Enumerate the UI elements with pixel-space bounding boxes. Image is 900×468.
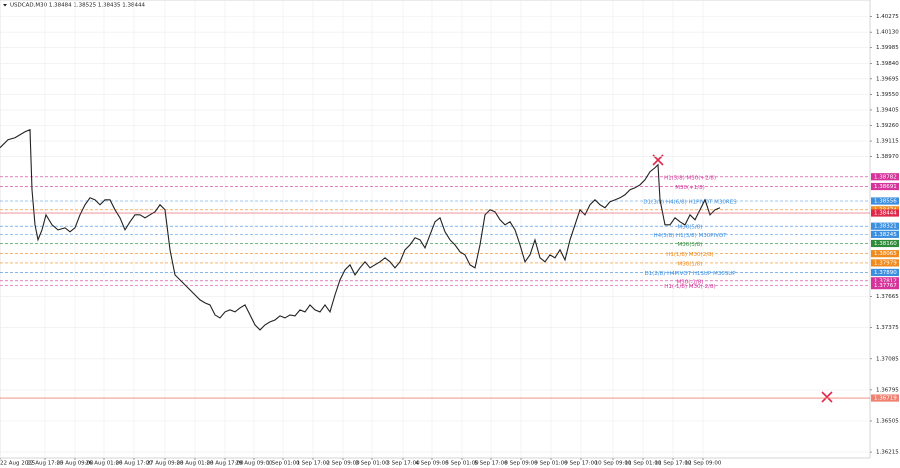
x-tick-label: 3 Sep 17:00 — [386, 461, 420, 467]
price-line — [0, 128, 721, 331]
level-name: H1(5/8) M30(+2/8) — [664, 175, 716, 181]
level-price-label: 1.38556 — [874, 199, 897, 205]
x-tick-label: 1 Sep 01:00 — [266, 461, 300, 467]
level-price-label: 1.38065 — [874, 251, 897, 257]
level-price-label: 1.37890 — [874, 270, 897, 276]
y-tick-label: 1.40130 — [876, 30, 899, 36]
level-price-box — [871, 268, 899, 277]
y-tick-label: 1.39405 — [876, 107, 899, 113]
level-price-label: 1.37979 — [874, 260, 897, 266]
level-price-box — [871, 277, 899, 285]
level-price-label: 1.38782 — [874, 174, 897, 180]
x-tick-label: 5 Sep 01:00 — [445, 461, 479, 467]
alert-price-box — [871, 394, 899, 402]
cross-marker — [821, 391, 833, 403]
y-tick-label: 1.40275 — [876, 14, 899, 20]
x-tick-label: 22 Aug 2025 — [0, 461, 36, 467]
y-tick-label: 1.36795 — [876, 387, 899, 393]
level-price-label: 1.38691 — [874, 184, 897, 190]
x-tick-label: 9 Sep 17:00 — [564, 461, 598, 467]
grid — [0, 0, 870, 458]
y-tick-label: 1.39260 — [876, 123, 899, 129]
level-price-label: 1.37812 — [874, 278, 897, 284]
y-tick-label: 1.39115 — [876, 139, 899, 145]
x-tick-label: 11 Sep 01:00 — [625, 461, 662, 467]
x-tick-label: 26 Aug 01:00 — [85, 461, 123, 467]
level-name: H4(5/8) H1(3/8) M30PIVOT — [653, 233, 727, 239]
level-name: D1(3/8) H4(6/8) H1PIVOT M30RES — [643, 200, 737, 206]
level-name: M30(+1/8) — [675, 185, 705, 191]
level-price-box — [871, 239, 899, 248]
level-price-box — [871, 173, 899, 181]
y-tick-label: 1.37375 — [876, 325, 899, 331]
y-tick-label: 1.39550 — [876, 92, 899, 98]
y-tick-label: 1.39985 — [876, 45, 899, 51]
x-tick-label: 27 Aug 09:00 — [146, 461, 184, 467]
y-tick-label: 1.38970 — [876, 154, 899, 160]
x-tick-label: 3 Sep 01:00 — [355, 461, 389, 467]
x-tick-label: 4 Sep 09:00 — [415, 461, 449, 467]
level-price-box — [871, 259, 899, 267]
x-tick-label: 25 Aug 09:00 — [56, 461, 94, 467]
level-price-box — [871, 222, 899, 230]
x-tick-label: 28 Aug 01:00 — [176, 461, 214, 467]
x-tick-label: 5 Sep 17:00 — [474, 461, 508, 467]
x-tick-label: 11 Sep 17:00 — [655, 461, 692, 467]
y-tick-label: 1.37085 — [876, 356, 899, 362]
y-tick-label: 1.36215 — [876, 450, 899, 456]
level-price-box — [871, 182, 899, 191]
level-price-label: 1.38160 — [874, 241, 897, 247]
level-price-box — [871, 250, 899, 258]
level-price-box — [871, 282, 899, 290]
last-price-box — [871, 209, 899, 217]
level-price-label: 1.37767 — [874, 283, 897, 289]
level-name: H1(-1/8) M30(-2/8) — [664, 284, 715, 290]
y-tick-label: 1.36505 — [876, 418, 899, 424]
level-price-box — [871, 230, 899, 238]
level-name: H1(1/8) M30(2/8) — [666, 252, 713, 258]
level-name: D1(2/8) H4PIVOT H1SUP M30SUP — [644, 271, 736, 277]
x-tick-label: 12 Sep 09:00 — [685, 461, 722, 467]
x-tick-label: 2 Sep 09:00 — [326, 461, 360, 467]
alert-price-label: 1.36719 — [874, 396, 897, 402]
level-price-box — [871, 197, 899, 205]
y-tick-label: 1.39695 — [876, 76, 899, 82]
x-tick-label: 28 Aug 17:00 — [206, 461, 244, 467]
x-tick-label: 10 Sep 09:00 — [595, 461, 632, 467]
level-name: M30(3/8) — [678, 242, 703, 248]
level-price-label: 1.38321 — [874, 224, 897, 230]
level-name: M30(5/8) — [678, 225, 703, 231]
x-tick-label: 1 Sep 17:00 — [296, 461, 330, 467]
level-name: M30(1/8) — [678, 261, 703, 267]
x-tick-label: 9 Sep 01:00 — [534, 461, 568, 467]
x-tick-label: 22 Aug 17:00 — [26, 461, 64, 467]
level-price-label: 1.38245 — [874, 232, 897, 238]
y-tick-label: 1.39840 — [876, 61, 899, 67]
plot-frame — [0, 0, 871, 459]
x-tick-label: 26 Aug 17:00 — [115, 461, 153, 467]
x-tick-label: 8 Sep 09:00 — [504, 461, 538, 467]
symbol-menu-icon[interactable] — [3, 4, 7, 7]
x-tick-label: 29 Aug 09:00 — [235, 461, 273, 467]
chart-title: USDCAD,M30 1.38484 1.38525 1.38435 1.384… — [10, 3, 146, 9]
last-price-label: 1.38444 — [874, 211, 897, 217]
level-name: M30(-1/8) — [677, 279, 704, 285]
y-tick-label: 1.37665 — [876, 294, 899, 300]
